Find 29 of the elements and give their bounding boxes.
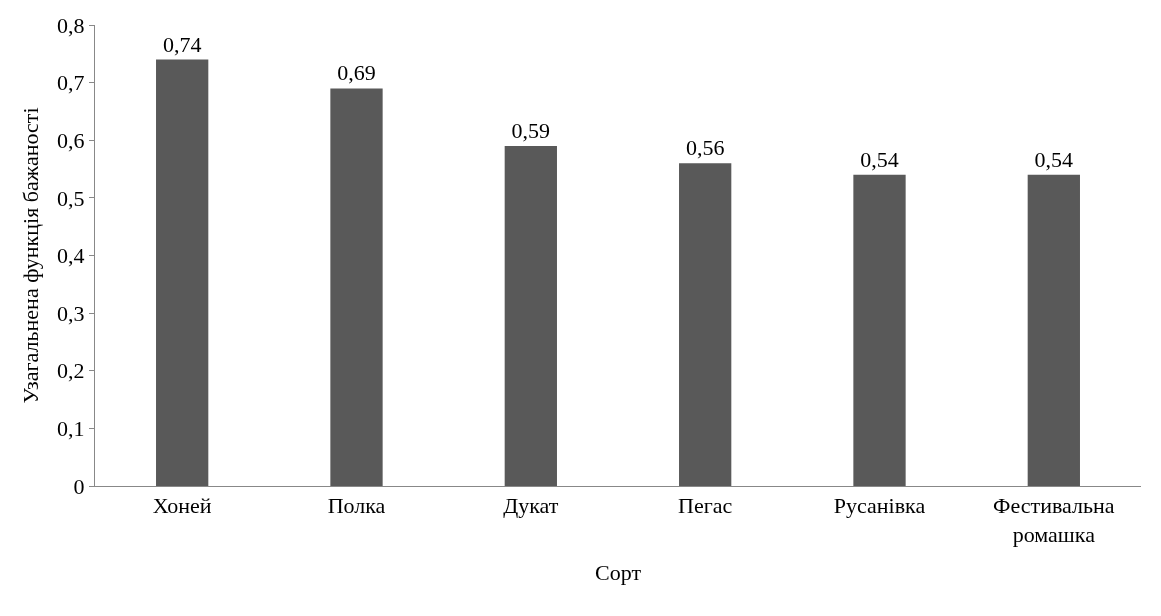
bar bbox=[679, 163, 732, 486]
bar bbox=[504, 146, 557, 486]
bar bbox=[156, 59, 209, 486]
x-tick-label: Хоней bbox=[152, 493, 212, 519]
y-tick-label: 0,3 bbox=[57, 300, 85, 326]
x-tick-label: Полка bbox=[327, 493, 386, 519]
data-label: 0,74 bbox=[162, 31, 202, 57]
x-tick-label: Фестивальна ромашка bbox=[993, 493, 1115, 547]
bar bbox=[330, 88, 383, 486]
x-axis-title: Сорт bbox=[595, 559, 642, 585]
y-tick-label: 0,7 bbox=[57, 70, 85, 96]
bar bbox=[853, 174, 906, 486]
y-tick-label: 0,1 bbox=[57, 416, 85, 442]
data-label: 0,59 bbox=[511, 118, 551, 144]
y-tick-label: 0,8 bbox=[57, 12, 85, 38]
y-axis-title: Узагальнена функція бажаності bbox=[17, 107, 43, 404]
bar bbox=[1027, 174, 1080, 486]
x-tick-label: Пегас bbox=[678, 493, 733, 519]
x-tick-label: Дукат bbox=[503, 493, 559, 519]
y-tick-label: 0 bbox=[73, 473, 85, 499]
data-label: 0,56 bbox=[685, 135, 725, 161]
data-label: 0,69 bbox=[337, 60, 376, 86]
y-tick-label: 0,2 bbox=[57, 358, 85, 384]
y-tick-label: 0,6 bbox=[57, 127, 85, 153]
y-tick-label: 0,5 bbox=[57, 185, 85, 211]
data-label: 0,54 bbox=[1034, 146, 1074, 172]
x-tick-label: Русанівка bbox=[833, 493, 926, 519]
y-tick-label: 0,4 bbox=[57, 243, 85, 269]
data-label: 0,54 bbox=[860, 146, 899, 172]
